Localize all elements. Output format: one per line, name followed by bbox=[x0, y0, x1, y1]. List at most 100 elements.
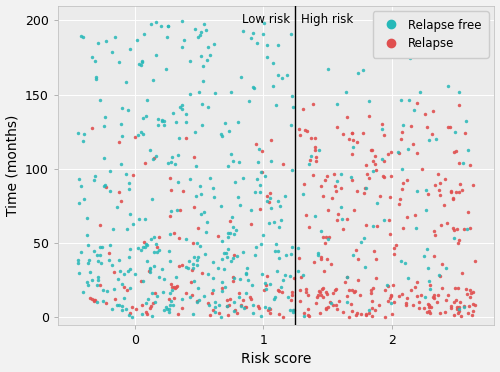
Point bbox=[312, 294, 320, 300]
Point bbox=[424, 309, 432, 315]
Point bbox=[157, 23, 165, 29]
Point bbox=[209, 259, 217, 265]
Point bbox=[398, 291, 406, 297]
Point bbox=[79, 34, 87, 40]
Point bbox=[120, 284, 128, 290]
Point bbox=[388, 311, 396, 317]
Point bbox=[266, 220, 274, 226]
Point bbox=[140, 160, 148, 166]
Point bbox=[168, 287, 176, 293]
Y-axis label: Time (months): Time (months) bbox=[6, 115, 20, 216]
Point bbox=[230, 158, 237, 164]
Point bbox=[294, 246, 302, 251]
Point bbox=[242, 290, 250, 296]
Point bbox=[223, 304, 231, 310]
Point bbox=[276, 255, 283, 261]
Point bbox=[274, 42, 282, 48]
Point bbox=[348, 177, 356, 183]
Point bbox=[191, 129, 199, 135]
Point bbox=[444, 124, 452, 130]
Point bbox=[224, 254, 232, 260]
Point bbox=[261, 304, 269, 310]
Point bbox=[460, 304, 468, 310]
Point bbox=[324, 291, 332, 297]
Point bbox=[290, 275, 298, 281]
Point bbox=[234, 253, 241, 259]
Point bbox=[343, 274, 351, 280]
Point bbox=[286, 273, 294, 279]
Point bbox=[239, 297, 247, 303]
Point bbox=[420, 305, 428, 311]
Point bbox=[211, 90, 219, 96]
Point bbox=[150, 234, 158, 240]
Point bbox=[425, 308, 433, 314]
Point bbox=[456, 189, 464, 195]
Point bbox=[304, 161, 312, 167]
Point bbox=[300, 310, 308, 315]
Point bbox=[234, 119, 242, 125]
Point bbox=[239, 176, 247, 182]
Point bbox=[186, 176, 194, 182]
Point bbox=[94, 299, 102, 305]
Point bbox=[210, 185, 218, 191]
Legend: Relapse free, Relapse: Relapse free, Relapse bbox=[372, 12, 488, 58]
Point bbox=[270, 294, 278, 300]
Point bbox=[424, 137, 432, 143]
Point bbox=[372, 167, 380, 173]
Point bbox=[196, 53, 204, 59]
Point bbox=[96, 222, 104, 228]
Point bbox=[118, 303, 126, 309]
Point bbox=[336, 204, 344, 210]
Point bbox=[122, 79, 130, 85]
Point bbox=[347, 301, 355, 307]
Point bbox=[380, 217, 388, 223]
Point bbox=[366, 147, 374, 153]
Point bbox=[333, 305, 341, 311]
Point bbox=[218, 238, 226, 244]
Point bbox=[266, 311, 274, 317]
Point bbox=[150, 250, 158, 256]
Point bbox=[362, 264, 370, 270]
Point bbox=[426, 282, 434, 288]
Point bbox=[334, 211, 342, 217]
Point bbox=[178, 262, 186, 268]
Point bbox=[102, 184, 110, 190]
Point bbox=[88, 278, 96, 283]
Point bbox=[300, 272, 308, 278]
Point bbox=[112, 34, 120, 40]
Point bbox=[199, 78, 207, 84]
Point bbox=[214, 265, 222, 271]
Point bbox=[120, 295, 128, 301]
Point bbox=[424, 191, 432, 197]
Point bbox=[174, 152, 182, 158]
Point bbox=[450, 227, 458, 232]
Point bbox=[446, 189, 454, 195]
Point bbox=[182, 264, 190, 270]
Point bbox=[390, 245, 398, 251]
Point bbox=[224, 312, 232, 318]
Point bbox=[141, 216, 149, 222]
Point bbox=[414, 100, 422, 106]
Point bbox=[354, 256, 362, 262]
Point bbox=[453, 307, 461, 312]
Point bbox=[96, 97, 104, 103]
Point bbox=[396, 196, 404, 202]
Point bbox=[172, 274, 180, 280]
Point bbox=[88, 54, 96, 60]
Point bbox=[117, 198, 125, 204]
Point bbox=[224, 303, 232, 309]
Point bbox=[154, 244, 162, 250]
Point bbox=[422, 187, 430, 193]
Point bbox=[210, 194, 218, 200]
Point bbox=[149, 156, 157, 162]
Point bbox=[276, 203, 283, 209]
Point bbox=[305, 224, 313, 230]
Point bbox=[295, 255, 303, 261]
Point bbox=[101, 182, 109, 188]
Point bbox=[204, 271, 212, 277]
Point bbox=[88, 296, 96, 302]
Point bbox=[312, 154, 320, 160]
Point bbox=[339, 310, 347, 315]
Point bbox=[404, 146, 412, 152]
Text: Low risk: Low risk bbox=[242, 13, 290, 26]
